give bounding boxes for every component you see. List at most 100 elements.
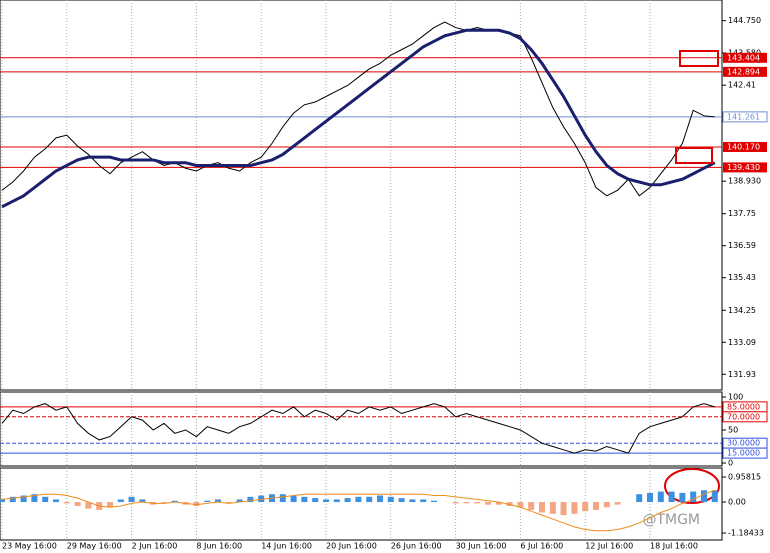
- histogram-bar: [42, 496, 49, 503]
- histogram-bar: [668, 491, 675, 503]
- histogram-bar: [452, 502, 459, 504]
- level-label: 70.0000: [727, 412, 760, 421]
- histogram-bar: [236, 499, 243, 503]
- histogram-bar: [549, 502, 556, 514]
- histogram-bar: [333, 499, 340, 503]
- histogram-bar: [9, 496, 16, 503]
- level-box: [722, 411, 768, 423]
- level-box: [722, 111, 768, 123]
- histogram-bar: [485, 502, 491, 505]
- main-frame: [0, 0, 723, 391]
- histogram-bar: [204, 500, 211, 503]
- histogram-bar: [63, 502, 70, 504]
- level-label: 143.404: [727, 53, 760, 62]
- histogram-bar: [323, 499, 329, 503]
- histogram-bar: [431, 500, 437, 503]
- level-box: [723, 141, 767, 152]
- histogram-bar: [377, 495, 383, 503]
- histogram-bar: [679, 492, 686, 503]
- macd-frame: [0, 467, 723, 541]
- y-tick-label: 144.750: [728, 16, 761, 25]
- watermark: @TMGM: [642, 512, 700, 528]
- histogram-bar: [301, 496, 308, 503]
- histogram-bar: [571, 502, 578, 514]
- histogram-bar: [139, 499, 146, 503]
- histogram-bar: [31, 494, 38, 503]
- highlight-box: [675, 147, 713, 164]
- level-label: 15.0000: [727, 449, 760, 458]
- series-line: [1, 28, 716, 209]
- histogram-bar: [690, 491, 697, 503]
- histogram-bar: [474, 502, 481, 504]
- series-line: [1, 489, 715, 532]
- level-box: [722, 447, 768, 459]
- histogram-bar: [387, 496, 394, 503]
- level-label: 142.894: [727, 67, 760, 76]
- histogram-bar: [560, 502, 567, 516]
- y-tick-label: 137.75: [728, 209, 756, 218]
- histogram-bar: [657, 491, 664, 503]
- histogram-bar: [215, 499, 221, 503]
- histogram-bar: [528, 502, 535, 510]
- histogram-bar: [398, 498, 405, 503]
- series-line: [1, 403, 715, 454]
- histogram-bar: [258, 495, 265, 503]
- histogram-bar: [701, 490, 707, 503]
- level-box: [723, 52, 767, 63]
- x-tick-label: 2 Jun 16:00: [132, 542, 178, 551]
- histogram-bar: [636, 494, 643, 503]
- x-tick-label: 14 Jun 16:00: [261, 542, 312, 551]
- y-tick-label: 135.43: [728, 273, 756, 282]
- histogram-bar: [506, 502, 513, 506]
- histogram-bar: [420, 499, 427, 503]
- x-tick-label: 18 Jul 16:00: [650, 542, 698, 551]
- level-label: 85.0000: [727, 402, 760, 411]
- histogram-bar: [171, 500, 178, 503]
- x-tick-label: 30 Jun 16:00: [456, 542, 507, 551]
- histogram-bar: [85, 502, 92, 509]
- histogram-bar: [117, 499, 124, 503]
- osc-frame: [0, 391, 723, 467]
- y-tick-label: -1.18433: [728, 529, 764, 538]
- y-tick-label: 142.41: [728, 81, 756, 90]
- histogram-bar: [312, 498, 319, 503]
- histogram-bar: [366, 496, 373, 503]
- y-tick-label: 133.09: [728, 338, 756, 347]
- histogram-bar: [463, 502, 470, 504]
- histogram-bar: [539, 502, 545, 513]
- histogram-bar: [107, 502, 113, 508]
- x-tick-label: 26 Jun 16:00: [391, 542, 442, 551]
- y-tick-label: 0: [728, 459, 733, 468]
- highlight-box: [679, 50, 719, 67]
- histogram-bar: [247, 496, 254, 503]
- level-box: [723, 66, 767, 77]
- level-box: [723, 162, 767, 173]
- histogram-bar: [593, 502, 599, 510]
- highlight: [664, 468, 720, 504]
- x-tick-label: 12 Jul 16:00: [585, 542, 633, 551]
- y-tick-label: 138.930: [728, 177, 761, 186]
- histogram-bar: [20, 495, 27, 503]
- y-tick-label: 100: [728, 393, 743, 402]
- histogram-bar: [614, 502, 621, 505]
- histogram-bar: [53, 499, 59, 503]
- x-tick-label: 29 May 16:00: [67, 542, 122, 551]
- histogram-bar: [128, 496, 135, 503]
- y-tick-label: 131.93: [728, 370, 756, 379]
- histogram-bar: [603, 502, 610, 508]
- histogram-bar: [279, 494, 286, 503]
- x-tick-label: 8 Jun 16:00: [196, 542, 242, 551]
- histogram-bar: [225, 502, 232, 504]
- histogram-bar: [711, 490, 718, 503]
- y-tick-label: 0.95815: [728, 473, 761, 482]
- histogram-bar: [0, 499, 5, 503]
- x-tick-label: 23 May 16:00: [2, 542, 57, 551]
- histogram-bar: [582, 502, 589, 512]
- x-tick-label: 6 Jul 16:00: [520, 542, 563, 551]
- histogram-bar: [355, 496, 362, 503]
- y-tick-label: 134.25: [728, 306, 756, 315]
- level-label: 141.261: [727, 112, 760, 121]
- level-label: 30.0000: [727, 439, 760, 448]
- histogram-bar: [647, 492, 653, 503]
